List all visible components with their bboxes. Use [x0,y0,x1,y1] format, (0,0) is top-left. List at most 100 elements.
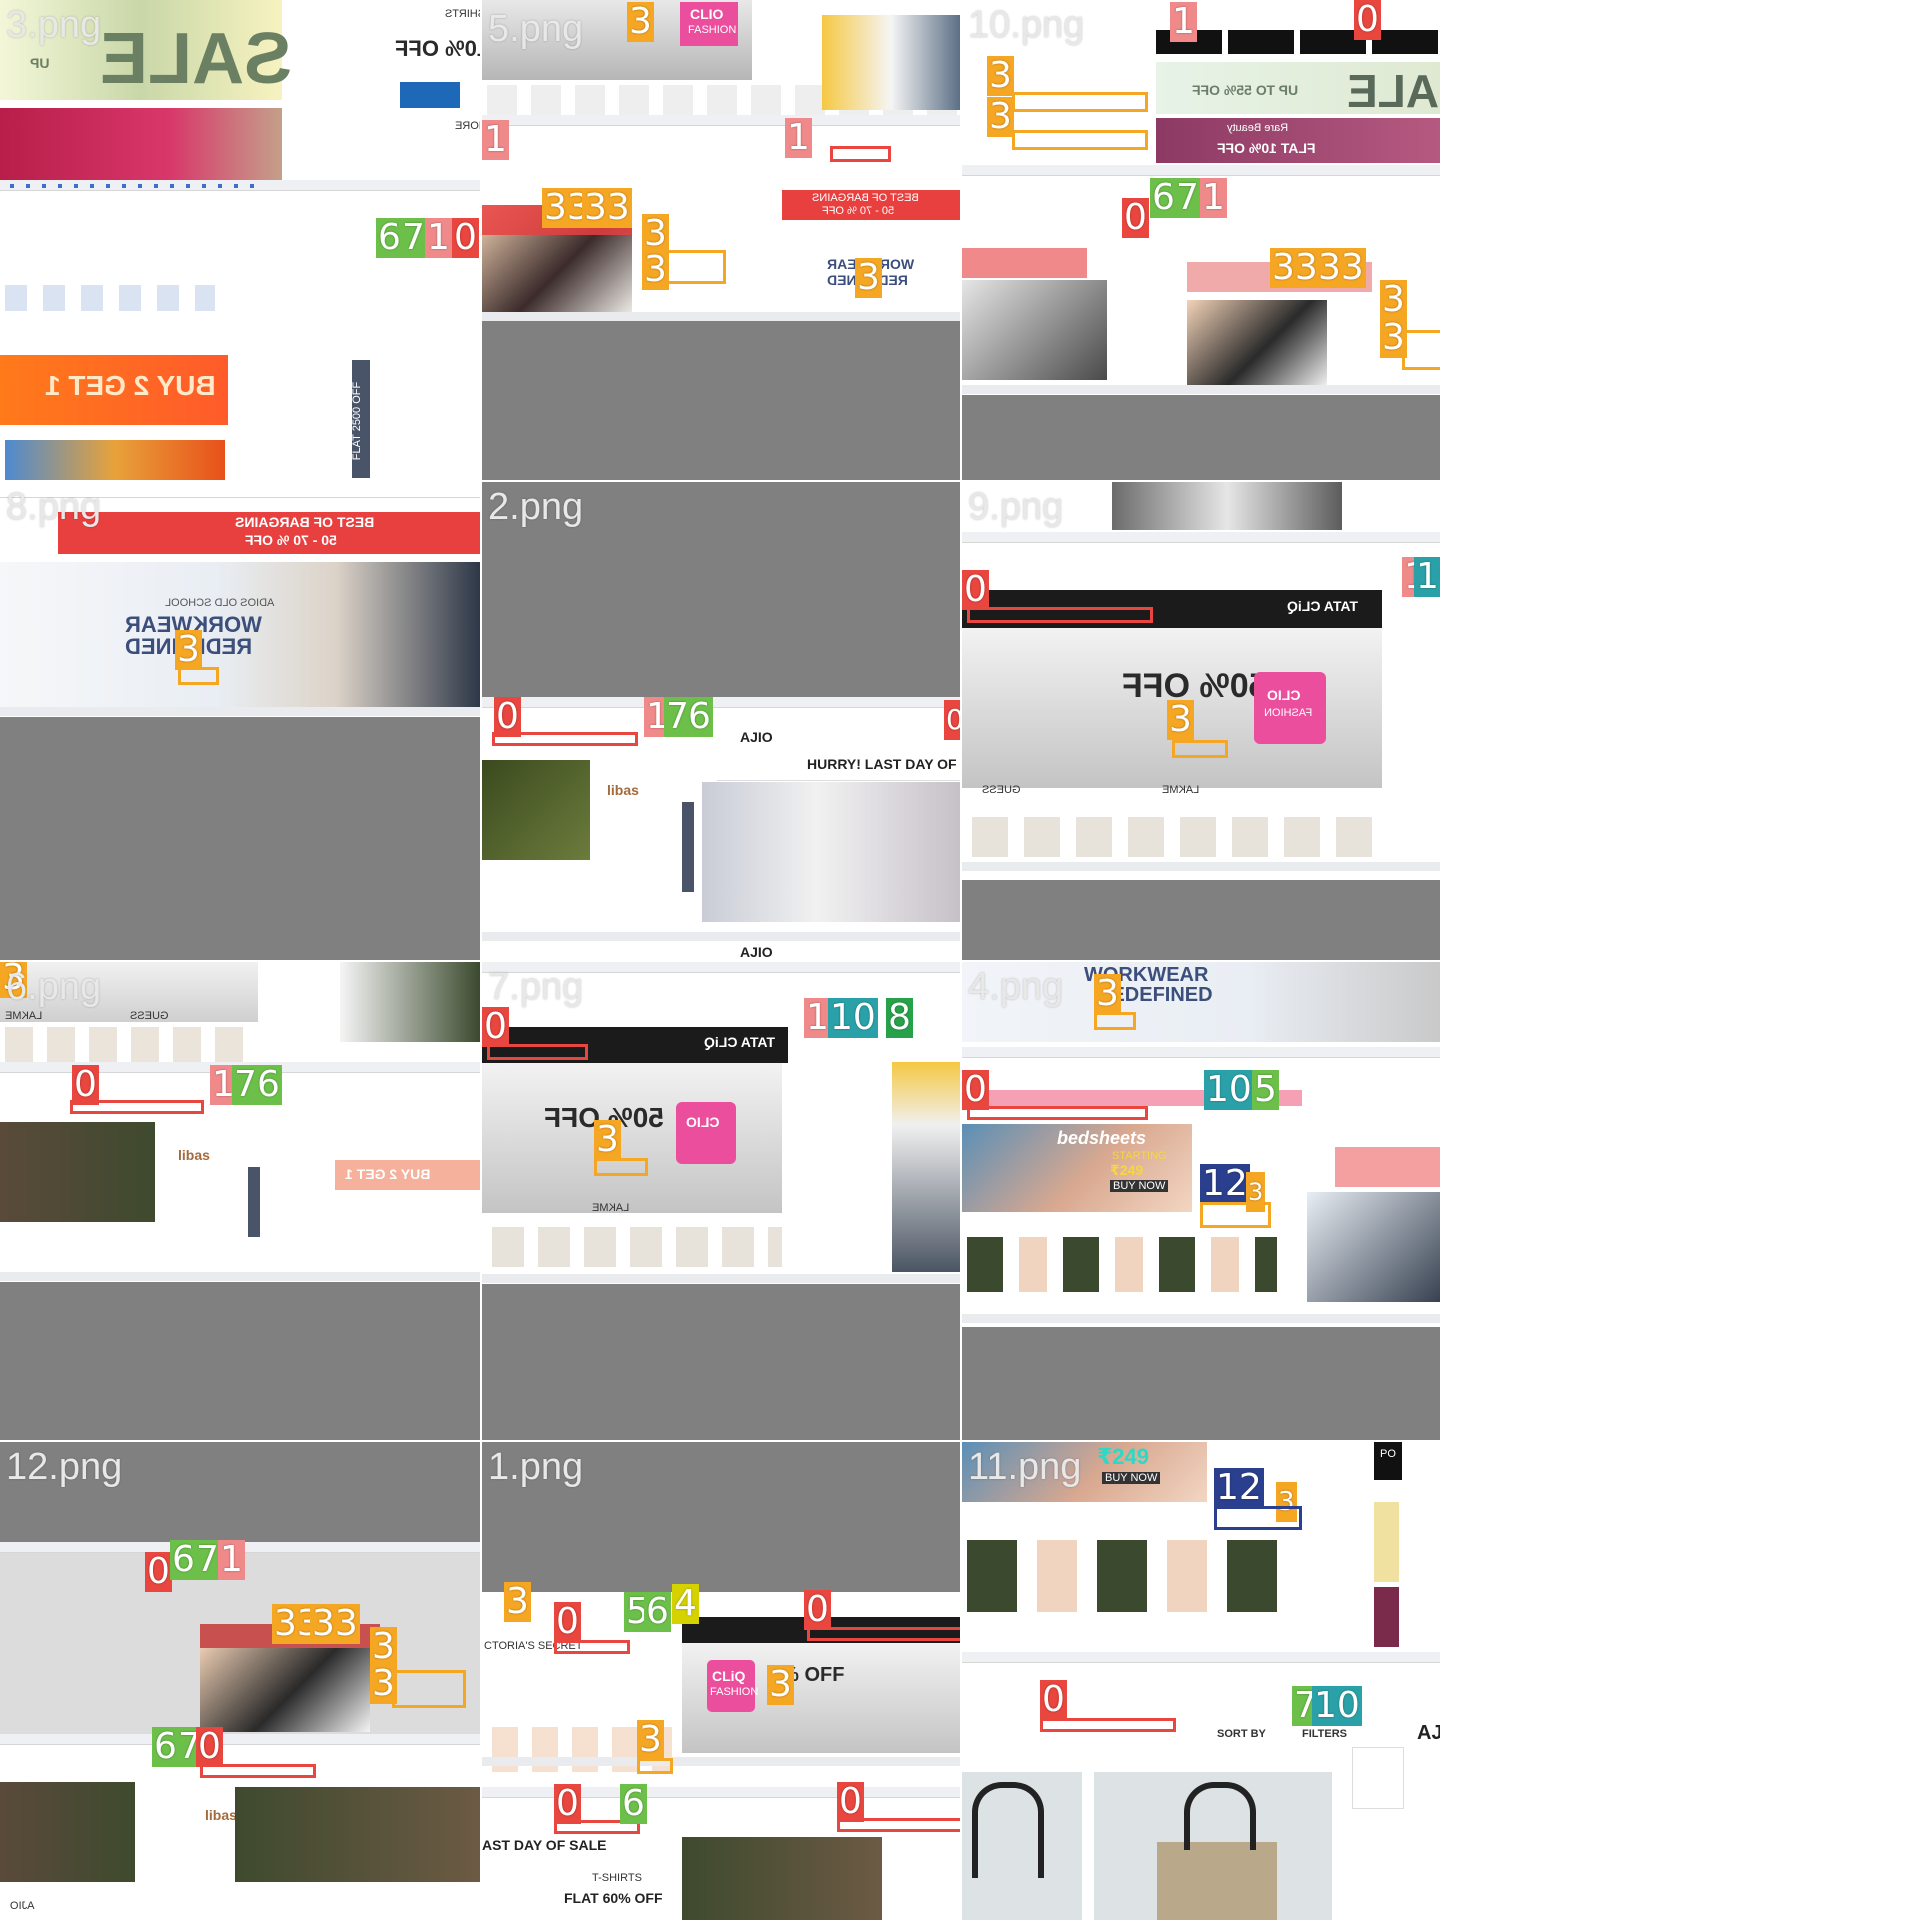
marker: 6 [1150,177,1177,218]
filter-bar [962,1722,1342,1744]
bargain-off: 50 - 70 % OFF [822,205,895,217]
taskbar [482,312,960,321]
flat-text: FLAT 10% OFF [1217,140,1316,156]
tshirts-text: T-SHIRTS [592,1872,642,1884]
browser-bar [962,165,1440,176]
taskbar [962,385,1440,394]
gray-band [962,1327,1440,1440]
tile-label: 8.png [6,486,102,528]
taskbar [482,932,960,941]
model-man [962,280,1107,380]
bargain-off: 50 - 70 % OFF [245,532,337,548]
marker: 4 [672,1583,699,1624]
more-text: MORE [455,120,480,132]
hurry-text: HURRY! LAST DAY OF SA [807,756,960,772]
tile-10: 10.png SALE UP TO 55% OFF Rare Beauty FL… [962,0,1440,480]
marker: 3 [642,249,669,290]
men-banner [822,15,960,110]
marker: 0 [452,217,479,258]
taskbar [482,1757,960,1766]
bedsheets-text: bedsheets [1057,1128,1147,1148]
marker: 10 [1204,1069,1254,1110]
browser-bar [482,115,960,126]
sale-up: UP TO 55% OFF [1192,82,1299,98]
highlight-box [665,250,726,284]
marker: 1 [218,1539,245,1580]
tile-7: 7.png TATA CLiQ 50% OFF CLIO LAKME 0 3 1… [482,962,960,1440]
sidebar-box [1352,1747,1404,1809]
highlight-box [200,1764,316,1778]
sale-banner [1156,62,1440,114]
lakme-text: LAKME [1162,784,1200,796]
tile-11: 11.png ₹249 BUY NOW PO SORT BY FILTERS A… [962,1442,1440,1920]
highlight-box [1172,740,1228,758]
marker: 1 [804,997,831,1038]
aj-text: AJ [1417,1722,1440,1744]
highlight-box [1402,330,1440,370]
highlight-box [594,1158,648,1176]
gray-band [962,395,1440,480]
model-woman [1187,300,1327,388]
marker: 0 [554,1601,581,1642]
highlight-box [554,1640,630,1654]
blue-logo [400,82,460,108]
clio-badge [1254,672,1326,744]
highlight-box [807,1627,960,1641]
taskbar [962,1314,1440,1323]
ajio-caption: AJIO [10,1900,35,1912]
highlight-box [637,1758,673,1774]
fashion-text: FASHION [1264,707,1313,719]
fashion-text: FASHION [688,24,737,36]
marker: 12 [1214,1467,1264,1508]
marker: 10 [1414,557,1440,597]
off-text: 50% OFF [1122,667,1268,705]
gray-band [962,880,1440,960]
marker: 3 [1380,317,1407,358]
clio-text: CLIO [686,1114,720,1130]
taskbar [0,707,480,716]
highlight-box [392,1670,466,1708]
adios-text: ADIOS OLD SCHOOL [165,597,275,609]
hurry-bar [717,750,960,781]
pink-strip [962,248,1087,278]
highlight-box [1214,1506,1302,1530]
flat-ribbon [352,360,370,478]
price-text: ₹249 [1097,1444,1150,1469]
bargain-banner [782,190,960,220]
browser-bar [962,1047,1440,1058]
flat-text: FLAT 2500 OFF [351,381,364,461]
bag-handle-1 [972,1782,1044,1878]
rare-beauty-banner [1156,118,1440,163]
marker: 3 [987,96,1014,137]
buynow-text: BUY NOW [1102,1472,1161,1484]
highlight-box [1094,1012,1136,1030]
browser-bar [482,962,960,973]
libas-logo: libas [205,1807,237,1823]
tile-4: 4.png WORKWEAR REDEFINED bedsheets START… [962,962,1440,1440]
browser-bar [962,532,1440,543]
marker: 1 [425,217,452,258]
marker: 7 [232,1064,259,1105]
tile-label: 10.png [968,4,1085,46]
model-banner [0,108,282,180]
browser-bar [482,1787,960,1798]
tile-12: 12.png libas AJIO 0 6 7 1 33 33 3 3 6 7 … [0,1442,480,1920]
marker: 8 [886,997,913,1038]
price-text: ₹249 [1110,1162,1144,1178]
clio-text: CLiQ [712,1668,746,1684]
buy2-banner [335,1160,480,1190]
tata-logo: TATA CLiQ [1287,598,1359,614]
sale-text: SALE [1347,65,1440,117]
side-ribbon [682,802,694,892]
highlight-box [1012,130,1148,150]
pink-promo [1335,1147,1440,1187]
green-photo [482,760,590,860]
hero-photo [962,962,1440,1042]
lastday-text: AST DAY OF SALE [482,1837,607,1853]
marker: 1 [1200,177,1227,218]
tile-label: 11.png [968,1446,1082,1488]
guess-text: GUESS [982,784,1021,796]
marker: 10 [1312,1685,1362,1726]
marker: 0 [1354,0,1381,40]
marker: 3 [370,1626,397,1667]
